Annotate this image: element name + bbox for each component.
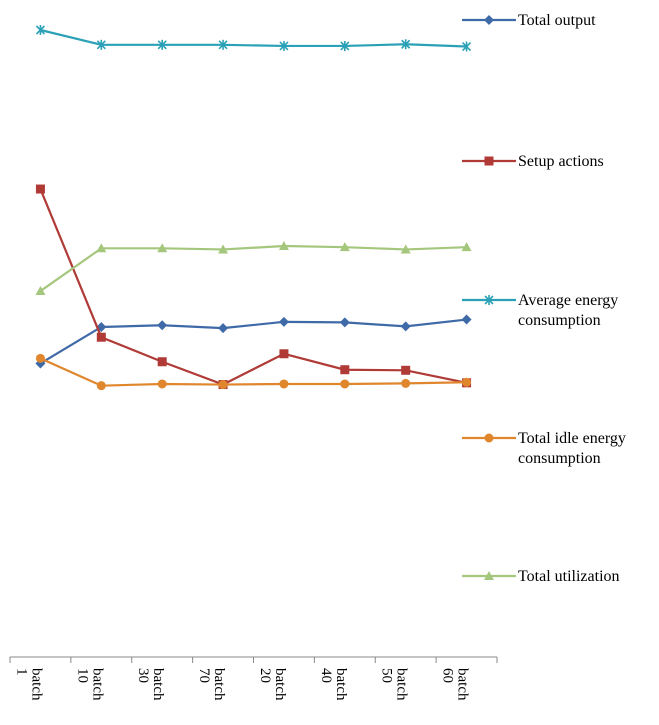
legend-marker [484,295,494,305]
series-line [39,244,467,292]
data-point [278,316,289,327]
x-tick-label: batch10 [74,668,105,701]
data-point [401,39,411,50]
x-tick-label: batch40 [318,668,349,701]
series-line [39,357,467,387]
series-line [40,28,467,48]
legend-entry: Total idle energy consumption [462,430,626,467]
x-tick-label: batch50 [379,668,410,701]
legend-label: Total utilization [518,568,620,585]
data-point [157,39,167,50]
data-point [401,378,411,388]
data-point [461,314,472,325]
data-point [279,349,289,359]
legend-entry: Total utilization [462,568,620,585]
data-point [400,321,411,332]
data-point [279,40,289,51]
series-line [39,318,467,365]
legend-label: Setup actions [518,153,604,170]
legend-label: Average energy consumption [518,292,618,329]
data-point [279,379,289,389]
data-point [157,320,168,331]
data-point [157,243,168,253]
legend: Total output Setup actions Average energy c… [462,12,626,585]
legend-entry: Setup actions [462,153,604,170]
data-point [339,317,350,328]
legend-marker [484,433,494,443]
plot-area [35,25,472,391]
legend-label: Total output [518,12,596,29]
data-point [157,357,167,367]
data-point [218,244,229,254]
x-axis: batch1 batch10 batch30 batch70 batch20 batch4… [9,656,498,701]
data-point [340,379,350,389]
data-point [401,365,411,375]
data-point [339,242,350,252]
x-tick-label: batch20 [257,668,288,701]
x-tick-label: batch70 [196,668,227,701]
data-point [278,241,289,251]
legend-label: Total idle energy consumption [518,430,626,467]
x-tick-label: batch60 [440,668,471,701]
data-point [96,39,106,50]
data-point [218,323,229,334]
legend-entry: Average energy consumption [462,292,618,329]
data-point [218,380,228,390]
data-point [35,184,45,194]
data-point [340,40,350,51]
legend-marker [484,15,494,25]
x-tick-label: batch30 [135,668,166,701]
data-point [461,41,472,52]
data-point [96,332,106,342]
data-point [35,286,46,296]
data-point [218,39,228,50]
series-setup-actions [35,184,472,390]
data-point [462,377,472,387]
series-average-energy-consumption [35,25,472,52]
data-point [35,25,46,35]
data-point [35,353,45,363]
series-line [39,188,467,386]
data-point [400,244,411,254]
legend-marker [484,156,494,166]
series-total-utilization [35,241,472,296]
data-point [157,379,167,389]
data-point [96,381,106,391]
legend-entry: Total output [462,12,596,29]
x-tick-label: batch1 [13,668,44,701]
series-total-idle-energy-consumption [35,353,472,391]
data-point [461,242,472,252]
data-point [96,243,107,253]
data-point [340,365,350,375]
legend-marker [484,571,494,580]
